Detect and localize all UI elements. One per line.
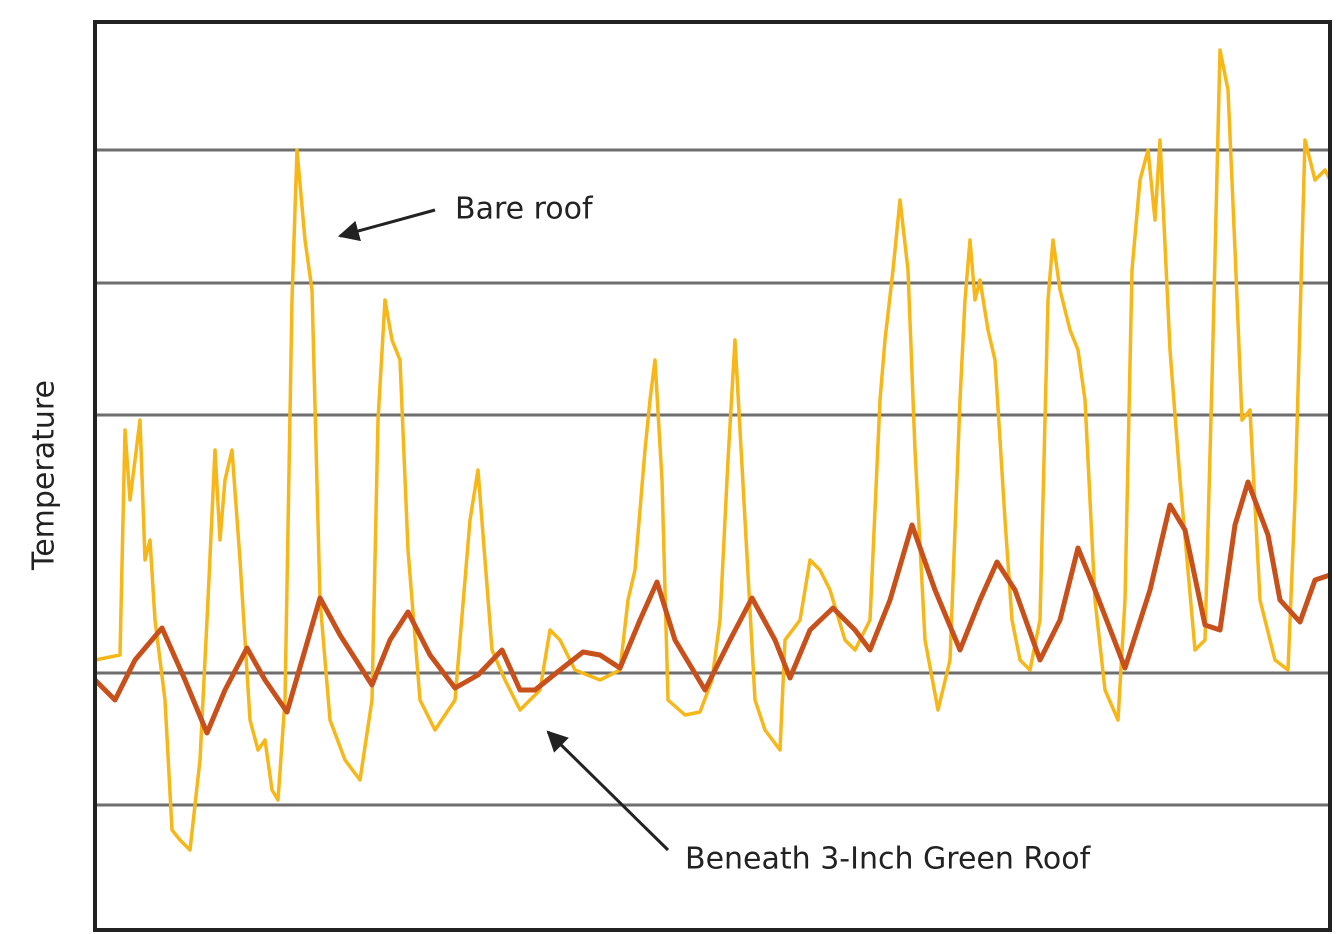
series-line xyxy=(94,48,1332,852)
plot-frame xyxy=(93,20,1332,932)
annotation: Beneath 3-Inch Green Roof xyxy=(685,842,1092,877)
lines xyxy=(93,48,1332,852)
arrow xyxy=(337,208,436,242)
series-line xyxy=(93,479,1331,736)
annotation: Bare roof xyxy=(455,192,594,227)
arrow xyxy=(546,730,670,852)
y-axis-label: Temperature xyxy=(27,380,62,571)
